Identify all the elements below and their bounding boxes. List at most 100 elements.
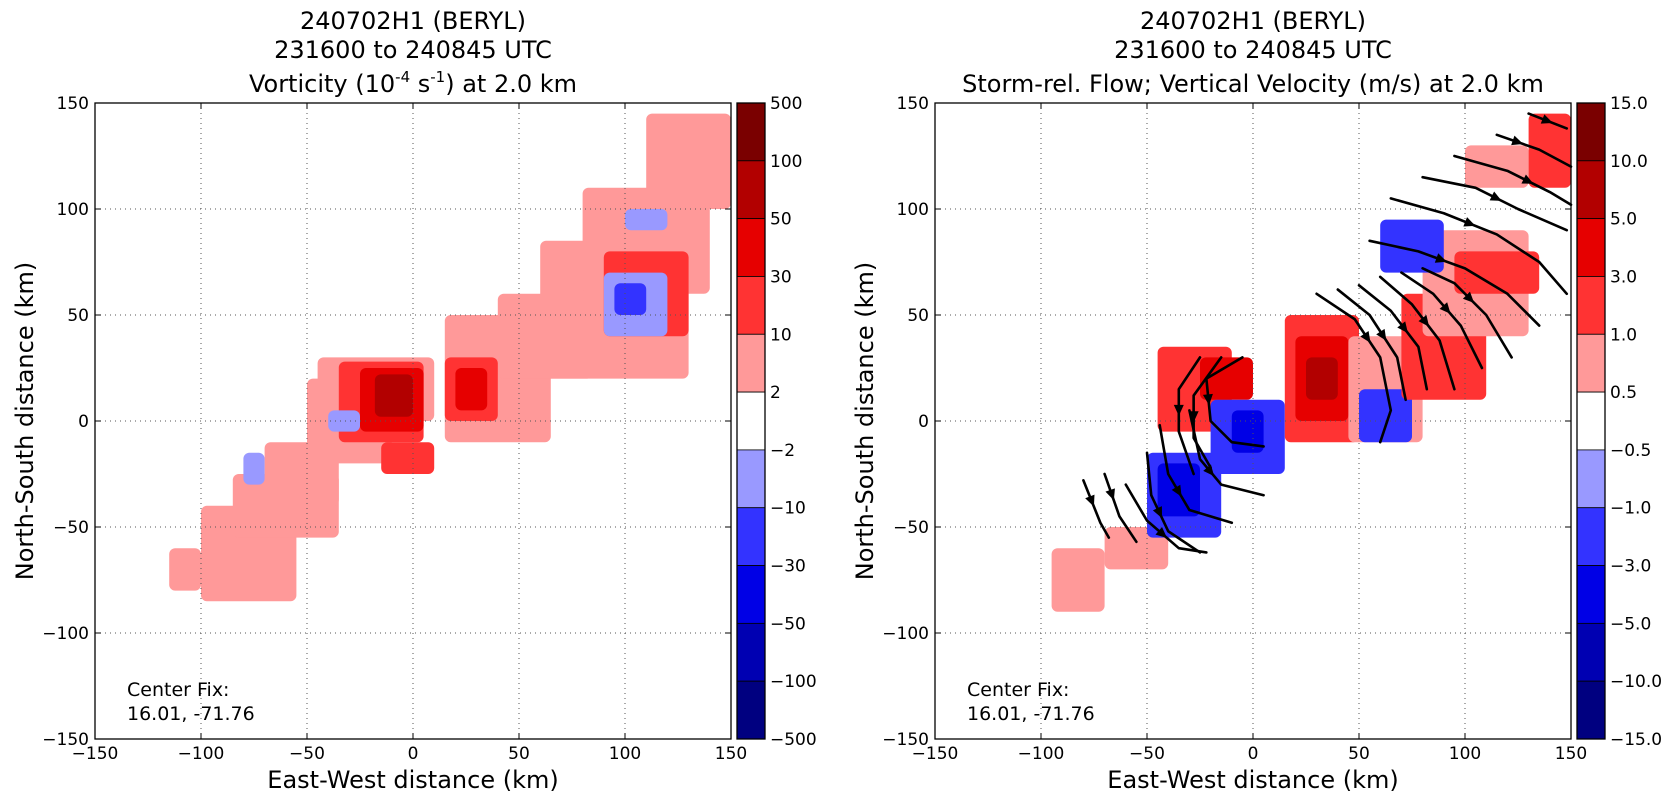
colorbar-tick-label: −2 bbox=[770, 441, 795, 461]
streamline-arrow bbox=[1540, 114, 1553, 124]
x-tick-label: −100 bbox=[1018, 744, 1065, 764]
data-cell bbox=[1359, 389, 1412, 443]
y-tick-label: 0 bbox=[78, 412, 89, 432]
data-field bbox=[169, 113, 731, 602]
y-tick-label: −150 bbox=[882, 730, 929, 750]
colorbar-bin bbox=[736, 680, 766, 740]
x-tick-label: −50 bbox=[289, 744, 325, 764]
data-cell bbox=[1528, 113, 1571, 188]
colorbar-tick-label: −5.0 bbox=[1610, 614, 1651, 634]
chart-title-variable: Vorticity (10-4 s-1) at 2.0 km bbox=[249, 68, 577, 98]
colorbar-bin bbox=[1576, 565, 1606, 624]
colorbar-tick-label: 500 bbox=[770, 94, 802, 114]
data-cell bbox=[455, 368, 488, 411]
x-tick-label: 150 bbox=[715, 744, 747, 764]
colorbar-bin bbox=[736, 449, 766, 509]
data-cell bbox=[1454, 251, 1540, 294]
streamline bbox=[1495, 133, 1573, 168]
ticks: −150 −100 −50 0 50 100 150 −150 −100 −50 0 50 100 150 bbox=[882, 94, 1587, 764]
y-tick-label: 150 bbox=[897, 94, 929, 114]
data-cell bbox=[625, 209, 668, 231]
streamline-arrow bbox=[1521, 174, 1534, 184]
colorbar: 500 100 50 30 10 2 −2 −10 −30 −50 −100 −500 bbox=[736, 94, 817, 750]
chart-title-line-1: 240702H1 (BERYL) bbox=[300, 7, 526, 35]
y-tick-label: −100 bbox=[42, 624, 89, 644]
colorbar-bin bbox=[736, 333, 766, 393]
colorbar-tick-label: −30 bbox=[770, 557, 806, 577]
y-tick-label: 100 bbox=[57, 200, 89, 220]
y-tick-label: 0 bbox=[918, 412, 929, 432]
y-axis-label: North-South distance (km) bbox=[11, 262, 39, 581]
streamline-arrow bbox=[1511, 135, 1524, 146]
ticks: −150 −100 −50 0 50 100 150 −150 −100 −50 0 50 100 150 bbox=[42, 94, 747, 764]
streamline-arrow bbox=[1105, 488, 1115, 501]
y-axis-label: North-South distance (km) bbox=[851, 262, 879, 581]
colorbar-bin bbox=[736, 218, 766, 277]
panel-1: −150 −100 −50 0 50 100 150−150−100−50050100150… bbox=[11, 7, 817, 794]
panel-2: −150 −100 −50 0 50 100 150 −150 −100 −50 0 50 100 150… bbox=[851, 7, 1662, 794]
x-tick-label: 0 bbox=[1248, 744, 1259, 764]
data-cell bbox=[1380, 219, 1444, 273]
x-tick-label: 150 bbox=[1555, 744, 1587, 764]
streamline bbox=[1368, 239, 1541, 327]
data-cell bbox=[328, 410, 360, 432]
x-tick-label: −50 bbox=[1129, 744, 1165, 764]
colorbar-tick-label: 1.0 bbox=[1610, 325, 1637, 345]
grid bbox=[95, 103, 731, 739]
streamline-arrow bbox=[1202, 393, 1213, 406]
colorbar-tick-label: −15.0 bbox=[1610, 730, 1662, 750]
data-cell bbox=[374, 374, 413, 417]
y-tick-label: −100 bbox=[882, 624, 929, 644]
colorbar-bin bbox=[736, 102, 766, 162]
streamline-arrow bbox=[1418, 315, 1430, 327]
streamline-arrow bbox=[1463, 217, 1476, 227]
colorbar-bin bbox=[1576, 507, 1606, 566]
center-fix-label: Center Fix: bbox=[127, 679, 229, 701]
streamline-arrow bbox=[1360, 330, 1371, 343]
x-tick-label: 100 bbox=[1449, 744, 1481, 764]
colorbar-bin bbox=[1576, 622, 1606, 682]
colorbar-tick-label: −10 bbox=[770, 499, 806, 519]
data-cell bbox=[1104, 527, 1169, 570]
streamlines bbox=[1082, 112, 1573, 554]
data-cell bbox=[169, 548, 201, 591]
streamline-arrow bbox=[1376, 328, 1387, 341]
colorbar-frame bbox=[736, 102, 766, 740]
y-tick-label: 50 bbox=[67, 306, 89, 326]
chart-title-line-1: 240702H1 (BERYL) bbox=[1140, 7, 1366, 35]
colorbar-tick-label: 3.0 bbox=[1610, 267, 1637, 287]
data-cell bbox=[646, 113, 731, 209]
colorbar-bin bbox=[1576, 102, 1606, 162]
x-axis-label: East-West distance (km) bbox=[267, 766, 558, 794]
colorbar: 15.0 10.0 5.0 3.0 1.0 0.5 −0.5 −1.0 −3.0 −5.0 −10.… bbox=[1576, 94, 1662, 750]
y-tick-label: −150 bbox=[42, 730, 89, 750]
colorbar-tick-label: −10.0 bbox=[1610, 672, 1662, 692]
streamline bbox=[1082, 479, 1111, 539]
data-cell bbox=[243, 452, 265, 485]
grid bbox=[935, 103, 1571, 739]
colorbar-tick-label: 15.0 bbox=[1610, 94, 1648, 114]
streamline-arrow bbox=[1085, 494, 1095, 507]
streamline-arrow bbox=[1152, 506, 1163, 519]
x-tick-label: 100 bbox=[609, 744, 641, 764]
x-axis-label: East-West distance (km) bbox=[1107, 766, 1398, 794]
colorbar-bin bbox=[736, 276, 766, 335]
colorbar-bin bbox=[1576, 391, 1606, 451]
colorbar-bin bbox=[1576, 449, 1606, 509]
x-tick-label: −150 bbox=[72, 744, 119, 764]
colorbar-tick-label: −50 bbox=[770, 614, 806, 634]
x-tick-label: −150 bbox=[912, 744, 959, 764]
colorbar-tick-label: −3.0 bbox=[1610, 557, 1651, 577]
streamline-arrow bbox=[1489, 191, 1502, 201]
colorbar-bin bbox=[736, 391, 766, 451]
colorbar-bin bbox=[736, 160, 766, 220]
colorbar-tick-label: 100 bbox=[770, 152, 802, 172]
colorbar-tick-label: −500 bbox=[770, 730, 817, 750]
data-cell bbox=[1051, 548, 1105, 612]
data-cell bbox=[614, 283, 647, 315]
streamline-arrow bbox=[1439, 302, 1451, 314]
y-tick-label: 50 bbox=[907, 306, 929, 326]
streamline bbox=[1389, 197, 1569, 296]
colorbar-bin bbox=[736, 565, 766, 624]
